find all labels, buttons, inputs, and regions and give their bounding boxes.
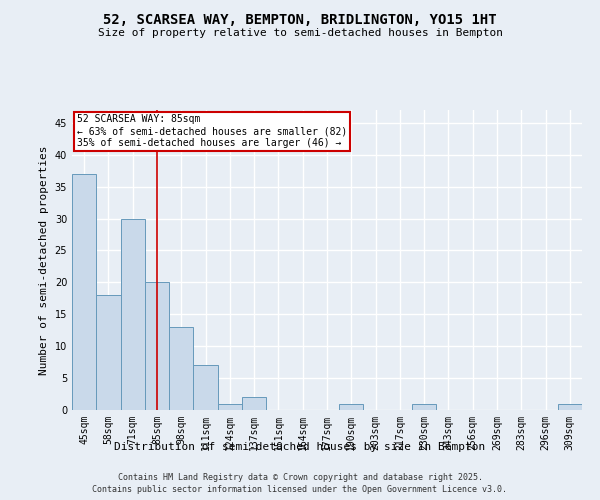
Text: 52 SCARSEA WAY: 85sqm
← 63% of semi-detached houses are smaller (82)
35% of semi: 52 SCARSEA WAY: 85sqm ← 63% of semi-deta… (77, 114, 347, 148)
Bar (121, 218, 145, 410)
Bar (218, 404, 242, 410)
Text: Contains HM Land Registry data © Crown copyright and database right 2025.: Contains HM Land Registry data © Crown c… (118, 472, 482, 482)
Text: Contains public sector information licensed under the Open Government Licence v3: Contains public sector information licen… (92, 485, 508, 494)
Bar (96, 295, 121, 410)
Text: Distribution of semi-detached houses by size in Bempton: Distribution of semi-detached houses by … (115, 442, 485, 452)
Text: 52, SCARSEA WAY, BEMPTON, BRIDLINGTON, YO15 1HT: 52, SCARSEA WAY, BEMPTON, BRIDLINGTON, Y… (103, 12, 497, 26)
Bar (242, 397, 266, 410)
Bar (72, 174, 96, 410)
Bar (339, 404, 364, 410)
Bar (193, 366, 218, 410)
Bar (558, 404, 582, 410)
Text: Size of property relative to semi-detached houses in Bempton: Size of property relative to semi-detach… (97, 28, 503, 38)
Bar (145, 282, 169, 410)
Bar (169, 327, 193, 410)
Y-axis label: Number of semi-detached properties: Number of semi-detached properties (39, 145, 49, 375)
Bar (412, 404, 436, 410)
